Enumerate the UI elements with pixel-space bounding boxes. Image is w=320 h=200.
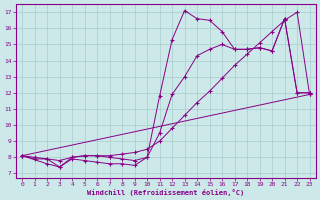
X-axis label: Windchill (Refroidissement éolien,°C): Windchill (Refroidissement éolien,°C) (87, 189, 244, 196)
